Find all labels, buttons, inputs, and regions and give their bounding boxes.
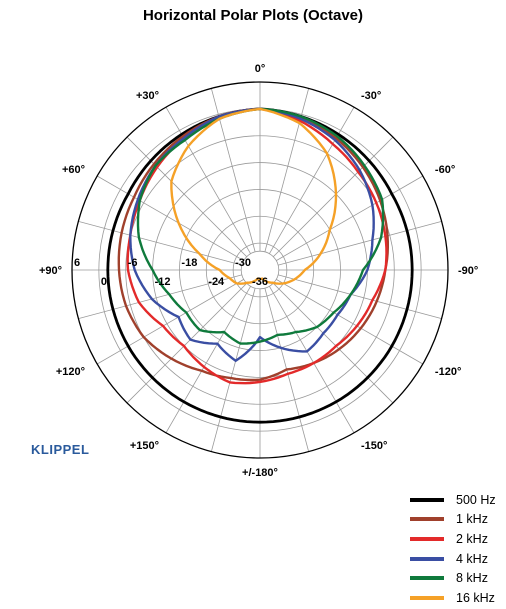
legend-item: 8 kHz bbox=[410, 568, 496, 588]
angle-label: +150° bbox=[130, 440, 159, 452]
series-line-4-khz bbox=[129, 107, 375, 362]
angle-label: +60° bbox=[62, 164, 85, 176]
klippel-logo: KLIPPEL bbox=[31, 442, 90, 457]
grid-spoke bbox=[165, 106, 251, 254]
angle-label: -30° bbox=[361, 90, 381, 102]
angle-label: +90° bbox=[39, 265, 62, 277]
angle-label: +/-180° bbox=[242, 467, 278, 479]
angle-label: 0° bbox=[255, 63, 266, 75]
grid-ring bbox=[125, 135, 395, 405]
legend-item: 16 kHz bbox=[410, 588, 496, 608]
grid-spoke bbox=[165, 286, 251, 434]
chart-title: Horizontal Polar Plots (Octave) bbox=[142, 7, 364, 24]
ring-label: 6 bbox=[74, 257, 80, 269]
ring-label: -36 bbox=[252, 276, 268, 288]
grid-ring-inner bbox=[240, 250, 280, 290]
angle-label: +120° bbox=[56, 366, 85, 378]
legend-label: 16 kHz bbox=[456, 590, 495, 605]
grid-ring bbox=[205, 215, 315, 325]
series-line-500-hz bbox=[106, 107, 414, 424]
legend-item: 2 kHz bbox=[410, 529, 496, 549]
angle-label: -90° bbox=[458, 265, 478, 277]
legend-label: 500 Hz bbox=[456, 492, 496, 507]
legend: 500 Hz 1 kHz 2 kHz 4 kHz 8 kHz 16 kHz bbox=[410, 490, 496, 608]
grid-ring bbox=[179, 189, 341, 351]
ring-label: 0 bbox=[101, 276, 107, 288]
legend-swatch bbox=[410, 497, 444, 502]
series-layer bbox=[106, 107, 414, 424]
legend-swatch bbox=[410, 536, 444, 541]
angle-label: -120° bbox=[435, 366, 461, 378]
grid-spoke bbox=[78, 220, 242, 266]
series-line-1-khz bbox=[117, 107, 389, 382]
grid-spoke bbox=[278, 220, 442, 266]
legend-label: 8 kHz bbox=[456, 571, 488, 586]
grid-spoke bbox=[126, 283, 247, 404]
legend-item: 1 kHz bbox=[410, 510, 496, 530]
legend-swatch bbox=[410, 595, 444, 600]
series-line-16-khz bbox=[170, 107, 338, 285]
ring-label: -24 bbox=[208, 276, 225, 288]
series-line-8-khz bbox=[136, 107, 385, 345]
legend-item: 4 kHz bbox=[410, 549, 496, 569]
legend-item: 500 Hz bbox=[410, 490, 496, 510]
grid-spoke bbox=[273, 136, 394, 257]
grid-ring bbox=[232, 242, 288, 298]
grid-spoke bbox=[269, 106, 355, 254]
grid-spoke bbox=[276, 175, 424, 261]
grid-spoke bbox=[269, 286, 355, 434]
grid-spoke bbox=[78, 274, 242, 320]
grid-spoke bbox=[96, 279, 244, 365]
grid-spoke bbox=[276, 279, 424, 365]
polar-grid bbox=[71, 81, 449, 459]
ring-label: -12 bbox=[155, 276, 171, 288]
ring-label: -6 bbox=[128, 257, 138, 269]
angle-label: -150° bbox=[361, 440, 387, 452]
grid-spoke bbox=[96, 175, 244, 261]
grid-spoke bbox=[126, 136, 247, 257]
legend-swatch bbox=[410, 517, 444, 522]
ring-label: -30 bbox=[235, 257, 251, 269]
grid-spoke bbox=[273, 283, 394, 404]
legend-swatch bbox=[410, 576, 444, 581]
label-layer: 0° +30° -30° +60° -60° +90° -90° +120° -120° +150… bbox=[39, 63, 478, 479]
angle-label: +30° bbox=[136, 90, 159, 102]
legend-label: 4 kHz bbox=[456, 551, 488, 566]
angle-label: -60° bbox=[435, 164, 455, 176]
legend-label: 1 kHz bbox=[456, 512, 488, 527]
legend-swatch bbox=[410, 556, 444, 561]
ring-label: -18 bbox=[181, 257, 197, 269]
grid-spoke bbox=[278, 274, 442, 320]
grid-spoke bbox=[210, 288, 256, 452]
grid-ring bbox=[71, 81, 449, 459]
legend-label: 2 kHz bbox=[456, 531, 488, 546]
